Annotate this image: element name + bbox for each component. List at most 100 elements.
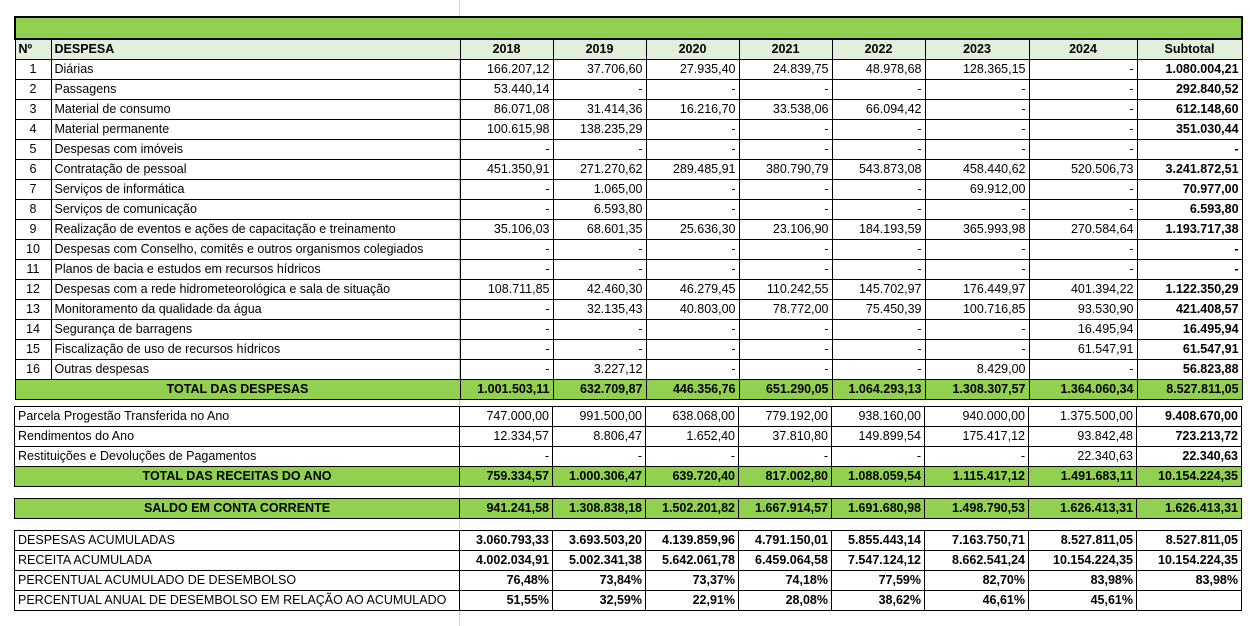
year-value: - <box>738 139 833 160</box>
accumulated-row: DESPESAS ACUMULADAS 3.060.793,33 3.693.503… <box>14 530 1242 551</box>
year-value: - <box>831 199 926 220</box>
revenue-label: Rendimentos do Ano <box>14 426 460 447</box>
expenses-table: Nº DESPESA 2018 2019 2020 2021 2022 2023… <box>13 16 1244 400</box>
total-value: 1.088.059,54 <box>831 466 925 487</box>
revenues-table: Parcela Progestão Transferida no Ano 747.… <box>14 406 1242 487</box>
year-value: 108.711,85 <box>459 279 554 300</box>
year-value: 27.935,40 <box>645 59 740 80</box>
accumulated-subtotal: 83,98% <box>1136 570 1242 591</box>
year-value: - <box>645 139 740 160</box>
year-value: - <box>645 359 740 380</box>
year-value: 6.593,80 <box>552 199 647 220</box>
row-number: 13 <box>14 299 52 320</box>
year-value: - <box>831 119 926 140</box>
expense-row: 15 Fiscalização de uso de recursos hídric… <box>14 339 1243 360</box>
row-number: 16 <box>14 359 52 380</box>
accumulated-value: 32,59% <box>552 590 646 611</box>
year-value: - <box>552 446 646 467</box>
expense-label: Contratação de pessoal <box>50 159 461 180</box>
total-value: 632.709,87 <box>552 379 647 400</box>
subtotal-value: 612.148,60 <box>1136 99 1243 120</box>
year-value: 149.899,54 <box>831 426 925 447</box>
row-number: 7 <box>14 179 52 200</box>
accumulated-subtotal: 10.154.224,35 <box>1136 550 1242 571</box>
total-value: 1.364.060,34 <box>1028 379 1138 400</box>
year-value: - <box>831 339 926 360</box>
accumulated-value: 5.002.341,38 <box>552 550 646 571</box>
year-value: 176.449,97 <box>924 279 1030 300</box>
accumulated-label: PERCENTUAL ANUAL DE DESEMBOLSO EM RELAÇÃ… <box>14 590 460 611</box>
expense-label: Fiscalização de uso de recursos hídricos <box>50 339 461 360</box>
year-value: - <box>645 319 740 340</box>
balance-label: SALDO EM CONTA CORRENTE <box>14 498 460 519</box>
expense-label: Material permanente <box>50 119 461 140</box>
year-value: - <box>552 259 647 280</box>
accumulated-value: 7.163.750,71 <box>924 530 1029 551</box>
year-value: - <box>924 239 1030 260</box>
balance-value: 1.626.413,31 <box>1028 498 1137 519</box>
row-number: 6 <box>14 159 52 180</box>
expense-label: Segurança de barragens <box>50 319 461 340</box>
year-value: 638.068,00 <box>645 406 739 427</box>
year-value: - <box>831 179 926 200</box>
total-value: 446.356,76 <box>645 379 740 400</box>
year-value: - <box>831 239 926 260</box>
accumulated-value: 73,84% <box>552 570 646 591</box>
total-value: 817.002,80 <box>738 466 832 487</box>
year-value: - <box>645 259 740 280</box>
year-value: 520.506,73 <box>1028 159 1138 180</box>
expense-label: Passagens <box>50 79 461 100</box>
accumulated-value: 74,18% <box>738 570 832 591</box>
year-value: - <box>738 319 833 340</box>
year-value: 270.584,64 <box>1028 219 1138 240</box>
accumulated-label: DESPESAS ACUMULADAS <box>14 530 460 551</box>
expense-row: 5 Despesas com imóveis - - - - - - - - <box>14 139 1243 160</box>
subtotal-value: 351.030,44 <box>1136 119 1243 140</box>
year-value: 166.207,12 <box>459 59 554 80</box>
year-value: - <box>459 239 554 260</box>
subtotal-value: 421.408,57 <box>1136 299 1243 320</box>
year-value: 68.601,35 <box>552 219 647 240</box>
header-year: 2022 <box>831 38 926 60</box>
expense-row: 2 Passagens 53.440,14- - - - - -292.840,52 <box>14 79 1243 100</box>
year-value: 401.394,22 <box>1028 279 1138 300</box>
accumulated-value: 83,98% <box>1028 570 1137 591</box>
row-number: 1 <box>14 59 52 80</box>
expense-row: 10 Despesas com Conselho, comitês e outro… <box>14 239 1243 260</box>
expense-row: 9 Realização de eventos e ações de capaci… <box>14 219 1243 240</box>
total-value: 759.334,57 <box>459 466 553 487</box>
accumulated-table: DESPESAS ACUMULADAS 3.060.793,33 3.693.503… <box>14 530 1242 611</box>
accumulated-row: PERCENTUAL ACUMULADO DE DESEMBOLSO 76,48%… <box>14 570 1242 591</box>
subtotal-value: 3.241.872,51 <box>1136 159 1243 180</box>
year-value: - <box>552 139 647 160</box>
year-value: - <box>924 259 1030 280</box>
year-value: - <box>738 259 833 280</box>
year-value: 78.772,00 <box>738 299 833 320</box>
year-value: - <box>1028 59 1138 80</box>
year-value: 86.071,08 <box>459 99 554 120</box>
year-value: - <box>738 79 833 100</box>
row-number: 15 <box>14 339 52 360</box>
expense-label: Outras despesas <box>50 359 461 380</box>
year-value: - <box>924 79 1030 100</box>
year-value: 69.912,00 <box>924 179 1030 200</box>
balance-value: 1.502.201,82 <box>645 498 739 519</box>
year-value: 100.615,98 <box>459 119 554 140</box>
year-value: - <box>831 359 926 380</box>
accumulated-label: RECEITA ACUMULADA <box>14 550 460 571</box>
header-despesa: DESPESA <box>50 38 461 60</box>
year-value: - <box>1028 239 1138 260</box>
total-revenues-row: TOTAL DAS RECEITAS DO ANO 759.334,57 1.000… <box>14 466 1242 487</box>
year-value: - <box>738 359 833 380</box>
row-number: 12 <box>14 279 52 300</box>
accumulated-value: 82,70% <box>924 570 1029 591</box>
subtotal-value: - <box>1136 259 1243 280</box>
year-value: 289.485,91 <box>645 159 740 180</box>
year-value: - <box>1028 259 1138 280</box>
year-value: - <box>924 446 1029 467</box>
title-band <box>13 16 1244 40</box>
year-value: 458.440,62 <box>924 159 1030 180</box>
year-value: 271.270,62 <box>552 159 647 180</box>
total-value: 651.290,05 <box>738 379 833 400</box>
revenue-row: Restituições e Devoluções de Pagamentos -… <box>14 446 1242 467</box>
